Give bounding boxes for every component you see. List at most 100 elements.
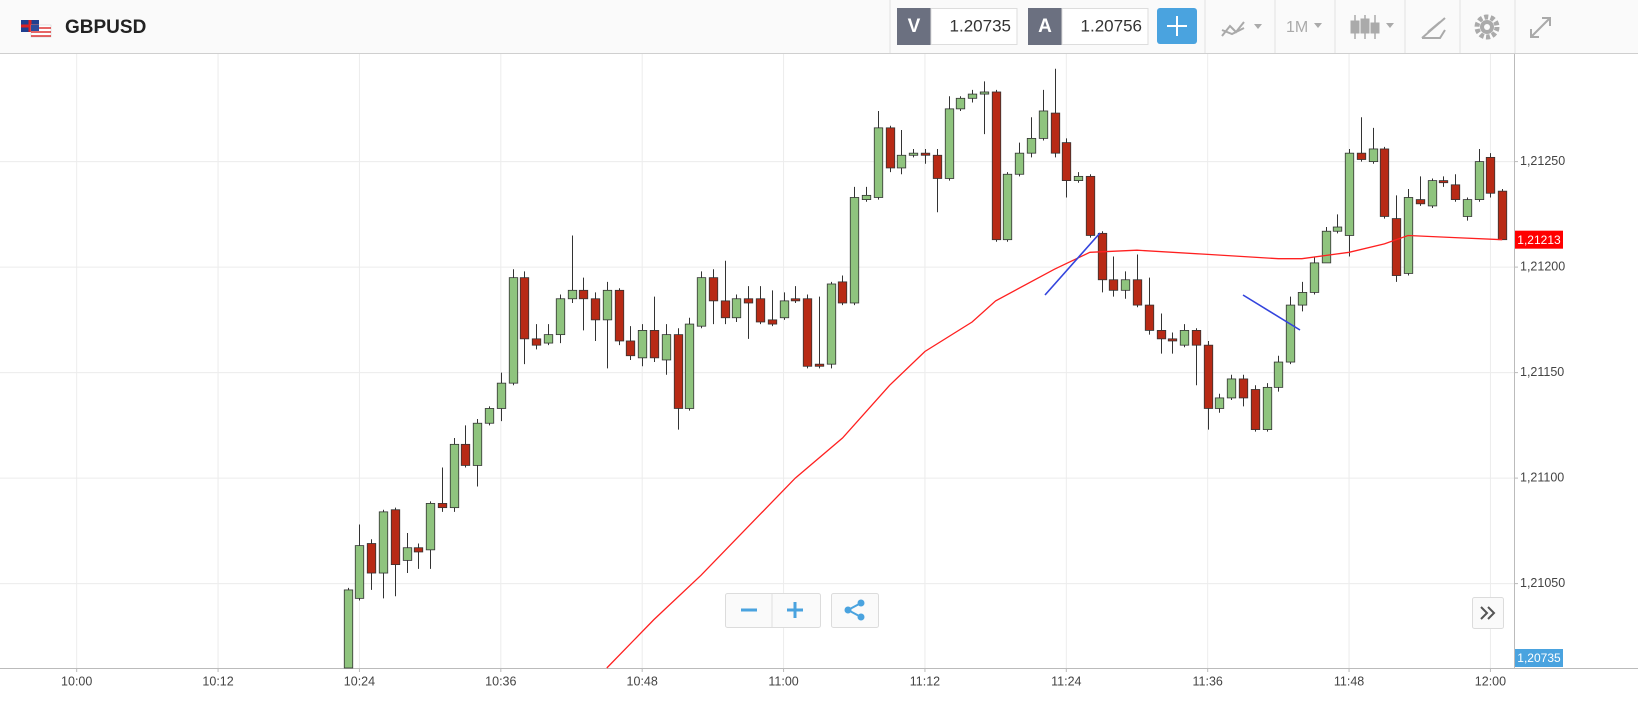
settings-button[interactable] bbox=[1474, 14, 1500, 40]
sell-label: V bbox=[908, 16, 921, 37]
indicator-button[interactable] bbox=[1221, 21, 1262, 37]
sell-price: 1.20735 bbox=[950, 16, 1011, 35]
candle-body bbox=[343, 589, 354, 669]
candle-body bbox=[967, 93, 978, 99]
candle-body bbox=[790, 298, 801, 302]
candle-body bbox=[1203, 344, 1214, 409]
x-tick-label: 12:00 bbox=[1475, 674, 1506, 688]
candle-body bbox=[955, 97, 966, 110]
candle-body bbox=[920, 152, 931, 156]
chart-type-button[interactable] bbox=[1350, 15, 1394, 39]
candle-body bbox=[366, 543, 377, 574]
candle-body bbox=[1450, 184, 1461, 200]
candle-body bbox=[437, 503, 448, 509]
candle-body bbox=[861, 194, 872, 200]
candle-body bbox=[472, 422, 483, 466]
candle-body bbox=[519, 277, 530, 340]
candle-body bbox=[1085, 175, 1096, 236]
candle-body bbox=[508, 277, 519, 384]
candle-body bbox=[1097, 232, 1108, 281]
sell-button[interactable]: V 1.20735 bbox=[897, 8, 1018, 45]
candle-body bbox=[1226, 378, 1237, 399]
timeframe-button[interactable]: 1M bbox=[1286, 19, 1322, 36]
crosshair-button[interactable] bbox=[1157, 8, 1197, 44]
x-tick-label: 10:00 bbox=[61, 674, 92, 688]
candle-body bbox=[1427, 180, 1438, 207]
candle-body bbox=[602, 289, 613, 321]
candle-body bbox=[1462, 199, 1473, 217]
x-tick-label: 11:12 bbox=[910, 674, 940, 688]
candle-body bbox=[1120, 279, 1131, 291]
candle-body bbox=[731, 298, 742, 319]
candle-body bbox=[1238, 378, 1249, 399]
trend-line[interactable] bbox=[1242, 294, 1301, 331]
y-tick-label: 1,21250 bbox=[1520, 154, 1565, 168]
candle-body bbox=[661, 334, 672, 361]
candle-body bbox=[1167, 338, 1178, 342]
candle-body bbox=[1485, 156, 1496, 194]
candle-body bbox=[673, 334, 684, 409]
candle-body bbox=[543, 334, 554, 344]
candle-body bbox=[932, 154, 943, 179]
candle-body bbox=[1250, 389, 1261, 430]
candle-body bbox=[1344, 152, 1355, 236]
candle-body bbox=[1356, 152, 1367, 160]
candle-body bbox=[1132, 279, 1143, 306]
scroll-right-button[interactable] bbox=[1472, 597, 1504, 629]
x-tick-label: 10:36 bbox=[485, 674, 516, 688]
x-tick-label: 10:24 bbox=[344, 674, 375, 688]
zoom-controls bbox=[725, 593, 821, 628]
fullscreen-button[interactable] bbox=[1530, 17, 1551, 38]
candle-body bbox=[625, 340, 636, 357]
candle-body bbox=[814, 363, 825, 367]
candle-body bbox=[1050, 112, 1061, 154]
zoom-in-button[interactable] bbox=[787, 602, 803, 618]
flag-icon bbox=[21, 20, 52, 38]
candle-body bbox=[743, 298, 754, 304]
candle-body bbox=[649, 330, 660, 359]
x-tick-label: 10:12 bbox=[202, 674, 233, 688]
candle-body bbox=[885, 127, 896, 169]
candle-body bbox=[1179, 330, 1190, 346]
candle-body bbox=[1309, 262, 1320, 293]
candle-body bbox=[1061, 142, 1072, 181]
candle-body bbox=[1108, 279, 1119, 291]
candle-body bbox=[802, 298, 813, 367]
candle-body bbox=[1144, 304, 1155, 331]
candle-body bbox=[614, 289, 625, 342]
candle-body bbox=[590, 298, 601, 321]
y-tick-label: 1,21150 bbox=[1520, 365, 1564, 379]
price-tag bbox=[1515, 230, 1563, 249]
candle-body bbox=[684, 323, 695, 409]
candle-body bbox=[413, 547, 424, 553]
candle-body bbox=[1379, 148, 1390, 217]
share-button[interactable] bbox=[831, 593, 879, 628]
candle-body bbox=[567, 289, 578, 300]
candle-body bbox=[696, 277, 707, 327]
candle-body bbox=[991, 91, 1002, 241]
candle-body bbox=[496, 382, 507, 409]
x-tick-label: 10:48 bbox=[627, 674, 658, 688]
candle-body bbox=[779, 300, 790, 319]
candle-body bbox=[708, 277, 719, 302]
buy-button[interactable]: A 1.20756 bbox=[1028, 8, 1149, 45]
trend-line[interactable] bbox=[1044, 232, 1101, 296]
drawing-button[interactable] bbox=[1421, 17, 1446, 39]
candle-body bbox=[1285, 304, 1296, 363]
plot: 1,21213 1,20735 bbox=[343, 68, 1563, 669]
candle-body bbox=[755, 298, 766, 323]
candle-body bbox=[578, 289, 589, 300]
candle-body bbox=[637, 330, 648, 359]
buy-price: 1.20756 bbox=[1081, 16, 1142, 35]
candle-body bbox=[849, 197, 860, 304]
candle-body bbox=[908, 152, 919, 156]
x-tick-label: 11:24 bbox=[1051, 674, 1081, 688]
timeframe: 1M bbox=[1286, 19, 1308, 36]
price-tag-label: 1,21213 bbox=[1517, 233, 1561, 247]
candle-body bbox=[1073, 175, 1084, 181]
candle-body bbox=[1474, 161, 1485, 200]
price-tag bbox=[1515, 649, 1563, 667]
candle-body bbox=[378, 511, 389, 574]
